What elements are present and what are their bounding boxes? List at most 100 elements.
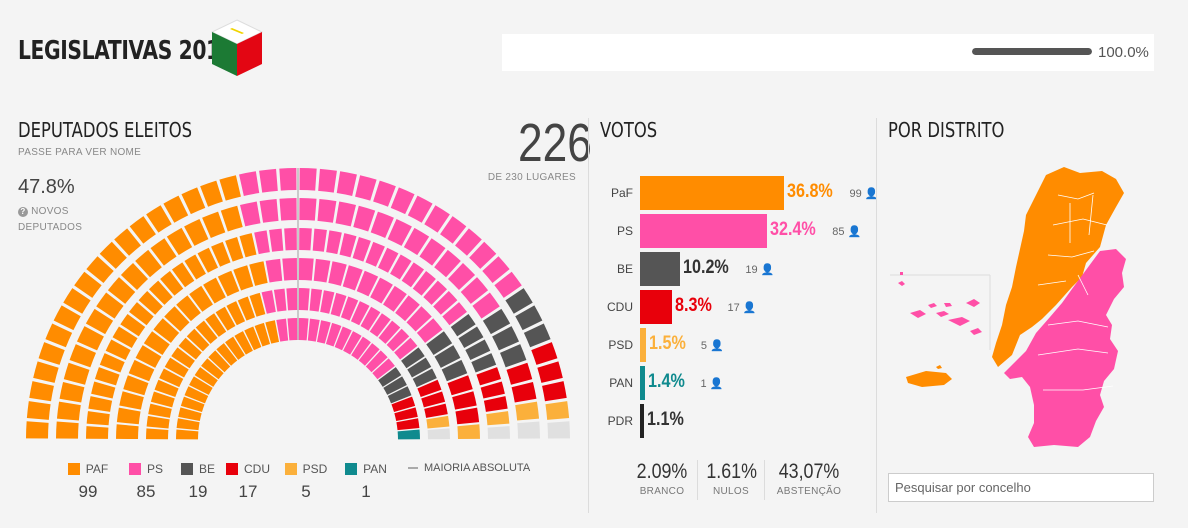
seat-paf[interactable] [150,391,175,408]
seat-pending[interactable] [487,426,510,439]
seat-paf[interactable] [26,421,49,439]
seat-paf[interactable] [233,265,254,291]
seat-paf[interactable] [237,296,256,321]
seat-ps[interactable] [469,241,497,269]
seat-ps[interactable] [298,288,310,311]
seat-paf[interactable] [163,195,189,223]
seat-psd[interactable] [515,401,540,421]
seat-paf[interactable] [86,426,109,439]
seat-paf[interactable] [96,292,124,319]
seat-paf[interactable] [63,362,90,385]
seat-paf[interactable] [129,216,156,244]
vote-row-pdr[interactable]: PDR 1.1% [600,404,880,438]
seat-paf[interactable] [220,205,243,232]
seat-ps[interactable] [419,238,446,266]
seat-pending[interactable] [427,428,450,440]
seat-paf[interactable] [128,359,155,382]
seat-paf[interactable] [38,342,65,365]
seat-paf[interactable] [74,271,102,298]
seat-paf[interactable] [69,344,97,368]
seat-ps[interactable] [339,233,357,258]
seat-cdu[interactable] [417,379,442,398]
seat-paf[interactable] [112,326,138,348]
parliament-hemicycle[interactable] [0,0,590,450]
seat-paf[interactable] [26,401,51,420]
seat-paf[interactable] [176,429,199,440]
seat-paf[interactable] [171,262,195,288]
seat-paf[interactable] [63,288,91,314]
seat-paf[interactable] [254,322,271,347]
seat-ps[interactable] [355,175,377,201]
seat-be[interactable] [387,386,412,404]
seat-paf[interactable] [226,301,246,326]
seat-paf[interactable] [217,270,240,297]
seat-be[interactable] [515,305,543,331]
seat-paf[interactable] [56,401,81,421]
seat-paf[interactable] [205,313,227,337]
seat-ps[interactable] [365,350,388,373]
seat-ps[interactable] [352,236,371,262]
seat-ps[interactable] [317,198,337,223]
seat-paf[interactable] [184,254,206,280]
seat-cdu[interactable] [455,407,480,425]
seat-paf[interactable] [86,411,110,426]
seat-paf[interactable] [178,407,202,422]
seat-ps[interactable] [279,198,297,221]
seat-ps[interactable] [309,288,323,312]
seat-be[interactable] [426,331,453,355]
seat-ps[interactable] [390,187,415,215]
seat-ps[interactable] [390,254,412,280]
seat-paf[interactable] [114,228,141,256]
seat-ps[interactable] [447,262,476,291]
district-azores[interactable] [910,299,980,326]
seat-cdu[interactable] [396,418,420,431]
seat-ps[interactable] [299,168,317,191]
seat-paf[interactable] [197,247,219,273]
seat-ps[interactable] [316,320,331,344]
seat-be[interactable] [482,308,511,335]
seat-ps[interactable] [343,331,362,355]
district-azores-west[interactable] [898,272,905,286]
seat-paf[interactable] [154,379,179,398]
seat-ps[interactable] [394,337,418,360]
seat-paf[interactable] [234,331,253,355]
seat-paf[interactable] [171,347,195,369]
seat-cdu[interactable] [391,396,416,413]
seat-paf[interactable] [216,343,238,366]
seat-ps[interactable] [299,228,312,251]
seat-paf[interactable] [148,403,172,418]
vote-row-cdu[interactable]: CDU 8.3% 17 👤 [600,290,880,324]
seat-ps[interactable] [455,228,482,256]
seat-paf[interactable] [120,262,149,291]
seat-paf[interactable] [119,391,144,410]
seat-ps[interactable] [387,218,412,246]
seat-paf[interactable] [184,386,209,404]
vote-row-paf[interactable]: PaF 36.8% 99 👤 [600,176,880,210]
seat-paf[interactable] [116,407,141,425]
seat-paf[interactable] [239,233,257,258]
seat-pending[interactable] [517,421,540,439]
seat-paf[interactable] [105,339,131,361]
seat-ps[interactable] [370,211,394,239]
legend-item-be[interactable]: BE 19 [168,462,228,502]
seat-ps[interactable] [494,271,522,298]
seat-ps[interactable] [276,318,289,342]
seat-paf[interactable] [164,306,190,332]
seat-ps[interactable] [334,326,352,351]
seat-paf[interactable] [135,345,162,368]
seat-paf[interactable] [180,396,205,413]
seat-psd[interactable] [457,424,480,440]
seat-ps[interactable] [373,180,396,207]
seat-cdu[interactable] [483,396,508,412]
seat-ps[interactable] [353,205,376,232]
seat-paf[interactable] [189,285,213,312]
legend-item-pan[interactable]: PAN 1 [336,462,396,502]
seat-paf[interactable] [225,336,245,360]
seat-be[interactable] [505,288,533,314]
seat-be[interactable] [412,368,437,388]
seat-ps[interactable] [378,320,401,344]
seat-paf[interactable] [45,323,73,348]
seat-ps[interactable] [259,168,278,193]
seat-ps[interactable] [406,306,432,332]
seat-cdu[interactable] [506,362,533,385]
